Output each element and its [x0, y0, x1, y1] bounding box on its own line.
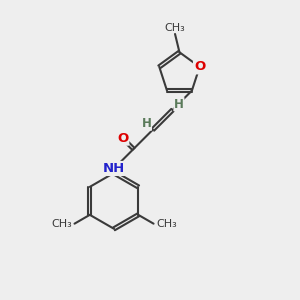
Text: CH₃: CH₃: [156, 219, 177, 229]
Text: O: O: [117, 132, 128, 145]
Text: NH: NH: [103, 162, 125, 175]
Text: O: O: [194, 60, 205, 74]
Text: H: H: [142, 117, 152, 130]
Text: CH₃: CH₃: [165, 22, 185, 32]
Text: H: H: [174, 98, 184, 111]
Text: CH₃: CH₃: [51, 219, 72, 229]
